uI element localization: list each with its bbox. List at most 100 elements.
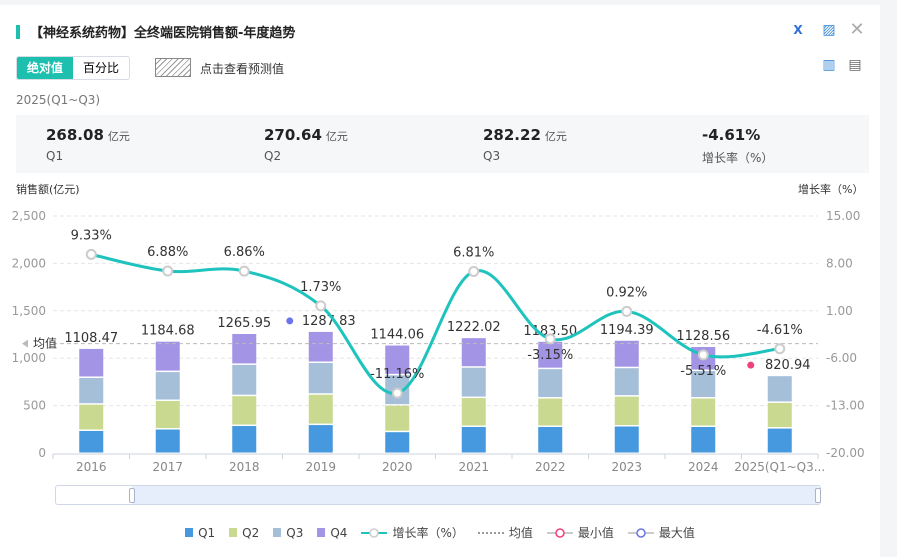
bar-q3 (614, 368, 639, 396)
y-tick-label: 1,500 (12, 304, 46, 318)
bar-q4 (385, 345, 410, 374)
growth-label: -11.16% (370, 367, 424, 382)
table-icon[interactable]: ▤ (848, 57, 862, 73)
bar-q1 (232, 426, 257, 453)
bar-q4 (538, 341, 563, 368)
bar-q1 (614, 426, 639, 453)
bar-q1 (385, 432, 410, 453)
average-arrow-icon (22, 339, 28, 348)
bar-total-label: 1265.95 (217, 316, 271, 331)
bar-total-label: 1184.68 (141, 324, 195, 339)
period-label: 2025(Q1~Q3) (16, 93, 101, 107)
title-accent (16, 25, 20, 39)
y2-tick-label: 15.00 (826, 209, 860, 223)
stat-unit: 亿元 (107, 130, 130, 143)
data-zoom-slider[interactable] (55, 485, 821, 505)
bar-q1 (691, 426, 716, 453)
x-tick-label: 2020 (382, 460, 413, 474)
bar-q4 (461, 338, 486, 367)
bar-chart-icon[interactable]: ▥ (822, 57, 836, 73)
max-marker-dot (286, 317, 294, 325)
legend-label: 均值 (508, 526, 533, 540)
y2-tick-label: 8.00 (826, 256, 853, 270)
y-axis-title: 销售额(亿元) (16, 183, 80, 196)
legend-label: 最小值 (577, 526, 614, 540)
zoom-handle-right[interactable] (815, 488, 821, 503)
percent-tab[interactable]: 百分比 (83, 61, 120, 75)
legend-swatch (185, 528, 194, 537)
stat-growth: -4.61% 增长率（%） (702, 125, 773, 166)
bar-q1 (461, 426, 486, 453)
bar-total-label: 1144.06 (370, 328, 424, 343)
bar-total-label: 1194.39 (600, 323, 654, 338)
x-tick-label: 2018 (229, 460, 260, 474)
bar-q2 (308, 394, 333, 424)
bar-q3 (232, 364, 257, 395)
y2-tick-label: -20.00 (826, 446, 865, 460)
legend-q2[interactable]: Q2 (229, 526, 259, 540)
legend-label: Q2 (242, 525, 260, 540)
close-icon[interactable]: ✕ (849, 19, 865, 40)
bar-q2 (461, 398, 486, 426)
bar-total-label: 820.94 (765, 358, 811, 373)
forecast-hint[interactable]: 点击查看预测值 (200, 62, 285, 76)
growth-label: 0.92% (606, 285, 647, 300)
y2-tick-label: -13.00 (826, 399, 865, 413)
bar-total-label: 1287.83 (302, 314, 356, 329)
legend-swatch (273, 528, 282, 537)
bar-q4 (232, 333, 257, 364)
y-tick-label: 500 (23, 399, 46, 413)
stat-q2: 270.64 亿元 Q2 (264, 125, 348, 163)
bar-q4 (308, 331, 333, 362)
bar-q2 (767, 402, 792, 428)
legend-growth[interactable]: 增长率（%） (361, 524, 464, 541)
bar-q4 (155, 341, 180, 371)
legend-max[interactable]: 最大值 (627, 524, 695, 541)
legend-q1[interactable]: Q1 (185, 526, 215, 540)
legend-label: Q4 (330, 525, 348, 540)
bar-q3 (538, 369, 563, 398)
bar-q4 (79, 348, 104, 377)
x-tick-label: 2017 (152, 460, 183, 474)
bar-q2 (232, 396, 257, 425)
legend-label: 增长率（%） (392, 526, 464, 540)
stats-panel: 268.08 亿元 Q1 270.64 亿元 Q2 282.22 亿元 Q3 -4.61% 增… (16, 115, 869, 173)
excel-export-icon[interactable]: X (793, 23, 803, 37)
bar-q4 (614, 340, 639, 367)
x-tick-label: 2024 (688, 460, 719, 474)
bar-total-label: 1128.56 (676, 329, 730, 344)
x-tick-label: 2016 (76, 460, 107, 474)
stat-value: 282.22 (483, 126, 541, 144)
stat-q1: 268.08 亿元 Q1 (46, 125, 130, 163)
data-zoom-selection[interactable] (132, 486, 820, 504)
growth-point (544, 333, 556, 345)
bar-q3 (767, 376, 792, 402)
stat-label: Q3 (483, 149, 501, 163)
legend-label: Q3 (286, 525, 304, 540)
legend-label: Q1 (198, 525, 216, 540)
growth-rate-line (90, 252, 780, 395)
legend-min-circle-icon (546, 527, 573, 538)
growth-label: -4.61% (757, 323, 803, 338)
chart-card: 【神经系统药物】全终端医院销售额-年度趋势 X ▨ ✕ ▥ ▤ 绝对值 百分比 … (0, 5, 880, 557)
zoom-handle-left[interactable] (129, 488, 135, 503)
bar-q1 (155, 429, 180, 453)
bar-total-label: 1108.47 (64, 331, 118, 346)
legend-swatch (317, 528, 326, 537)
legend-q3[interactable]: Q3 (273, 526, 303, 540)
growth-label: 9.33% (71, 228, 112, 243)
value-mode-toggle: 绝对值 百分比 (16, 56, 131, 80)
chart-title: 【神经系统药物】全终端医院销售额-年度趋势 (30, 26, 296, 41)
legend-min[interactable]: 最小值 (546, 524, 614, 541)
forecast-hatch-icon[interactable] (155, 58, 191, 77)
bar-q1 (308, 425, 333, 453)
absolute-value-tab[interactable]: 绝对值 (17, 57, 74, 79)
min-marker-dot (747, 361, 755, 369)
stat-q3: 282.22 亿元 Q3 (483, 125, 567, 163)
legend-average[interactable]: 均值 (477, 524, 533, 541)
x-tick-label: 2025(Q1~Q3... (734, 460, 825, 474)
legend-line-circle-icon (361, 527, 388, 538)
legend: Q1 Q2 Q3 Q4 增长率（%） 均值 最小值 最大值 (0, 524, 880, 541)
image-export-icon[interactable]: ▨ (822, 22, 836, 38)
legend-q4[interactable]: Q4 (317, 526, 347, 540)
